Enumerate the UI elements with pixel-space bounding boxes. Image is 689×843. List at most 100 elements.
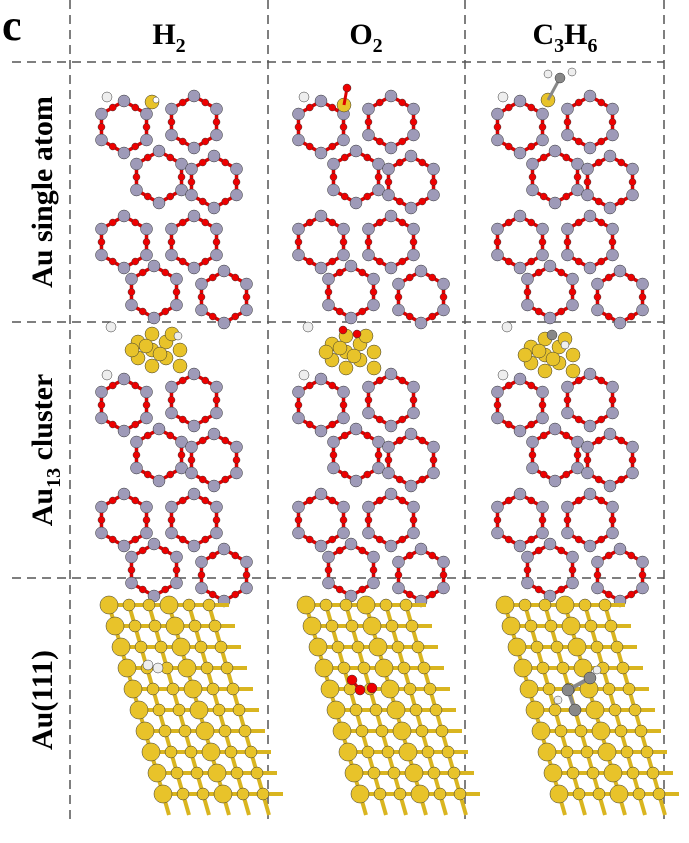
atom [298,91,310,103]
atom [372,435,385,449]
atom [138,546,147,555]
atom [546,329,558,341]
atom [375,218,384,227]
atom [125,272,138,286]
atom [561,380,574,394]
atom [352,329,362,339]
atom [418,436,427,445]
atom [536,500,549,514]
atom [340,470,349,479]
atom [362,380,375,394]
row-label: Au(111) [26,650,59,750]
atom [346,674,358,686]
atom [597,137,606,146]
atom [581,162,594,176]
atom [105,321,117,333]
atom [363,470,372,479]
atom [138,307,147,316]
atom [523,288,532,296]
atom [349,422,363,436]
atom [152,422,166,436]
atom [521,298,534,312]
atom [314,94,328,108]
atom [602,682,616,696]
atom [495,595,515,615]
atom [183,679,203,699]
atom [175,157,188,171]
atom [294,123,303,131]
atom [165,222,178,236]
atom [391,640,405,654]
atom [125,550,138,564]
row-label-part: cluster [26,374,59,468]
atom [536,385,549,399]
atom [314,261,328,275]
atom [626,440,639,454]
atom [171,637,191,657]
atom [363,431,372,440]
atom [491,107,504,121]
atom [404,479,418,493]
atom [144,326,160,342]
atom [187,367,201,381]
atom [108,103,117,112]
atom [427,466,440,480]
atom [427,440,440,454]
atom [147,537,161,551]
atom [175,183,188,197]
atom [187,456,196,464]
atom [332,721,352,741]
atom [584,619,598,633]
atom [560,745,574,759]
row-label-part: 13 [43,468,65,488]
atom [572,787,586,801]
atom [197,293,206,301]
atom [314,658,334,678]
atom [305,420,314,429]
atom [178,257,187,266]
atom [210,406,223,420]
atom [207,479,221,493]
atom [327,435,340,449]
atom [159,595,179,615]
atom [123,679,143,699]
atom [362,102,375,116]
atom [138,338,154,354]
atom [366,344,382,360]
atom [95,248,108,262]
atom [256,787,270,801]
atom [97,401,106,409]
atom [493,238,502,246]
atom [418,158,427,167]
atom [545,351,561,367]
atom [608,118,617,126]
atom [604,551,613,560]
atom [232,178,241,186]
atom [339,516,348,524]
atom [536,526,549,540]
atom [97,123,106,131]
atom [517,347,533,363]
atom [538,238,547,246]
atom [542,682,556,696]
atom [568,288,577,296]
atom [207,427,221,441]
atom [384,261,398,275]
atom [421,745,435,759]
atom [240,303,253,317]
atom [230,162,243,176]
atom [574,535,583,544]
atom [504,381,513,390]
atom [175,435,188,449]
atom [594,197,603,206]
atom [108,381,117,390]
structures [95,67,679,816]
atom [513,372,527,386]
atom [562,470,571,479]
atom [170,298,183,312]
atom [188,619,202,633]
atom [329,451,338,459]
atom [583,456,592,464]
atom [362,500,375,514]
atom [604,273,613,282]
